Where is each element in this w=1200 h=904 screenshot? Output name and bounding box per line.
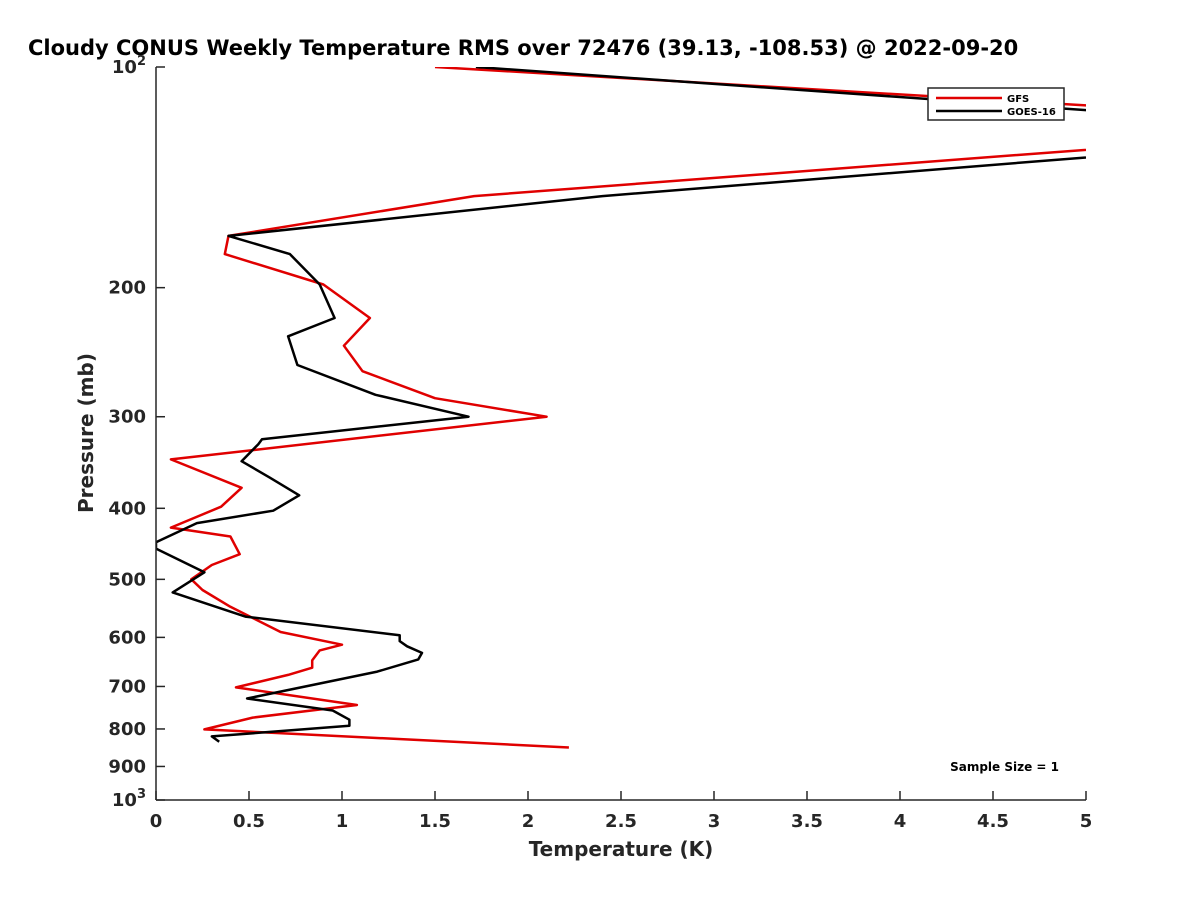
plot-lines: [156, 67, 1086, 749]
x-tick-label: 4.5: [977, 811, 1009, 832]
y-tick-label: 600: [108, 627, 146, 648]
chart-title: Cloudy CONUS Weekly Temperature RMS over…: [28, 36, 1018, 60]
x-tick-label: 2.5: [605, 811, 637, 832]
y-tick-label: 102: [112, 54, 146, 78]
x-tick-label: 2: [522, 811, 535, 832]
y-tick-label: 400: [108, 498, 146, 519]
x-tick-label: 0: [150, 811, 163, 832]
x-tick-label: 0.5: [233, 811, 265, 832]
x-ticks: 0 0.5 1 1.5 2 2.5 3 3.5 4 4.5 5: [150, 791, 1093, 832]
legend-label-goes16: GOES-16: [1007, 107, 1056, 118]
legend: GFS GOES-16: [927, 87, 1065, 121]
y-tick-label: 800: [108, 719, 146, 740]
y-tick-label: 900: [108, 756, 146, 777]
legend-label-gfs: GFS: [1007, 94, 1029, 105]
series-line-goes-16: [156, 67, 1086, 743]
y-tick-label: 200: [108, 278, 146, 299]
series-line-gfs: [169, 67, 1086, 749]
y-axis-label: Pressure (mb): [74, 353, 98, 513]
y-tick-label: 700: [108, 676, 146, 697]
x-tick-label: 3.5: [791, 811, 823, 832]
x-tick-label: 1: [336, 811, 349, 832]
x-tick-label: 3: [708, 811, 721, 832]
sample-size-annotation: Sample Size = 1: [950, 760, 1059, 774]
x-axis-label: Temperature (K): [529, 837, 714, 861]
y-tick-label: 300: [108, 407, 146, 428]
y-tick-label: 500: [108, 569, 146, 590]
legend-box: [927, 87, 1065, 121]
y-tick-label: 103: [112, 787, 146, 811]
y-ticks: 102 200 300 400 500 600 700 800 900 103: [108, 54, 165, 811]
x-tick-label: 5: [1080, 811, 1093, 832]
x-tick-label: 4: [894, 811, 907, 832]
x-tick-label: 1.5: [419, 811, 451, 832]
